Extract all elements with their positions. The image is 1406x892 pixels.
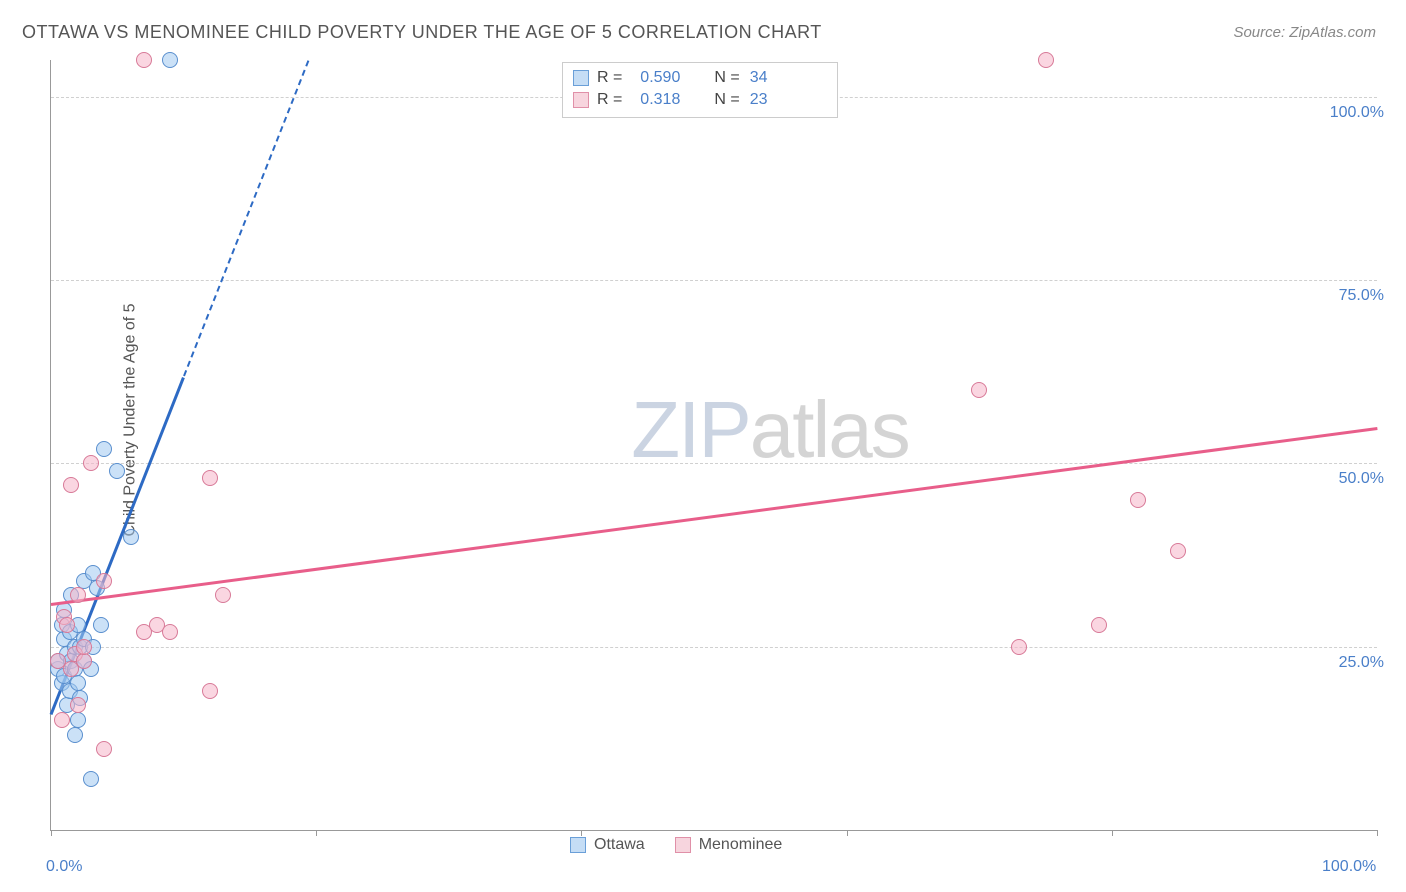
x-tick xyxy=(316,830,317,836)
source-label: Source: ZipAtlas.com xyxy=(1233,24,1376,41)
x-tick xyxy=(847,830,848,836)
watermark-prefix: ZIP xyxy=(631,385,749,474)
n-value: 34 xyxy=(750,67,768,89)
r-label: R = xyxy=(597,89,622,111)
data-point xyxy=(70,587,86,603)
x-tick-label: 0.0% xyxy=(46,858,82,876)
data-point xyxy=(70,712,86,728)
data-point xyxy=(136,52,152,68)
legend-swatch xyxy=(570,837,586,853)
trend-line xyxy=(183,61,309,377)
y-tick-label: 100.0% xyxy=(1330,104,1384,122)
data-point xyxy=(1170,543,1186,559)
r-label: R = xyxy=(597,67,622,89)
r-value: 0.590 xyxy=(632,67,680,89)
legend-label: Ottawa xyxy=(594,836,645,854)
legend-swatch xyxy=(573,70,589,86)
r-value: 0.318 xyxy=(632,89,680,111)
legend-swatch xyxy=(675,837,691,853)
data-point xyxy=(93,617,109,633)
n-label: N = xyxy=(714,67,739,89)
legend-row: R = 0.590 N = 34 xyxy=(573,67,827,89)
legend-item: Menominee xyxy=(675,836,783,854)
data-point xyxy=(215,587,231,603)
x-tick xyxy=(1112,830,1113,836)
data-point xyxy=(76,653,92,669)
y-tick-label: 75.0% xyxy=(1339,287,1384,305)
data-point xyxy=(1130,492,1146,508)
x-tick xyxy=(51,830,52,836)
data-point xyxy=(96,441,112,457)
data-point xyxy=(971,382,987,398)
n-label: N = xyxy=(714,89,739,111)
x-tick xyxy=(1377,830,1378,836)
gridline xyxy=(51,647,1377,648)
data-point xyxy=(70,697,86,713)
data-point xyxy=(76,639,92,655)
legend-label: Menominee xyxy=(699,836,783,854)
data-point xyxy=(109,463,125,479)
data-point xyxy=(162,624,178,640)
data-point xyxy=(83,455,99,471)
data-point xyxy=(162,52,178,68)
data-point xyxy=(1011,639,1027,655)
data-point xyxy=(123,529,139,545)
data-point xyxy=(1038,52,1054,68)
gridline xyxy=(51,280,1377,281)
data-point xyxy=(202,470,218,486)
data-point xyxy=(1091,617,1107,633)
legend-item: Ottawa xyxy=(570,836,645,854)
data-point xyxy=(83,771,99,787)
data-point xyxy=(202,683,218,699)
correlation-legend: R = 0.590 N = 34 R = 0.318 N = 23 xyxy=(562,62,838,118)
y-tick-label: 50.0% xyxy=(1339,470,1384,488)
series-legend: Ottawa Menominee xyxy=(570,836,782,854)
watermark-suffix: atlas xyxy=(750,385,909,474)
x-tick-label: 100.0% xyxy=(1322,858,1376,876)
data-point xyxy=(54,712,70,728)
watermark: ZIPatlas xyxy=(631,384,908,476)
data-point xyxy=(59,617,75,633)
legend-row: R = 0.318 N = 23 xyxy=(573,89,827,111)
data-point xyxy=(96,573,112,589)
data-point xyxy=(63,477,79,493)
n-value: 23 xyxy=(750,89,768,111)
y-tick-label: 25.0% xyxy=(1339,654,1384,672)
data-point xyxy=(70,675,86,691)
chart-title: OTTAWA VS MENOMINEE CHILD POVERTY UNDER … xyxy=(22,22,822,43)
legend-swatch xyxy=(573,92,589,108)
data-point xyxy=(96,741,112,757)
data-point xyxy=(67,727,83,743)
